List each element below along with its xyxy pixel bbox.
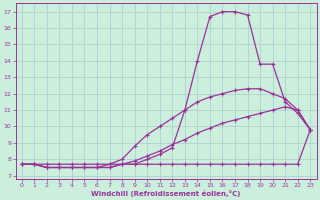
X-axis label: Windchill (Refroidissement éolien,°C): Windchill (Refroidissement éolien,°C) [91, 190, 241, 197]
